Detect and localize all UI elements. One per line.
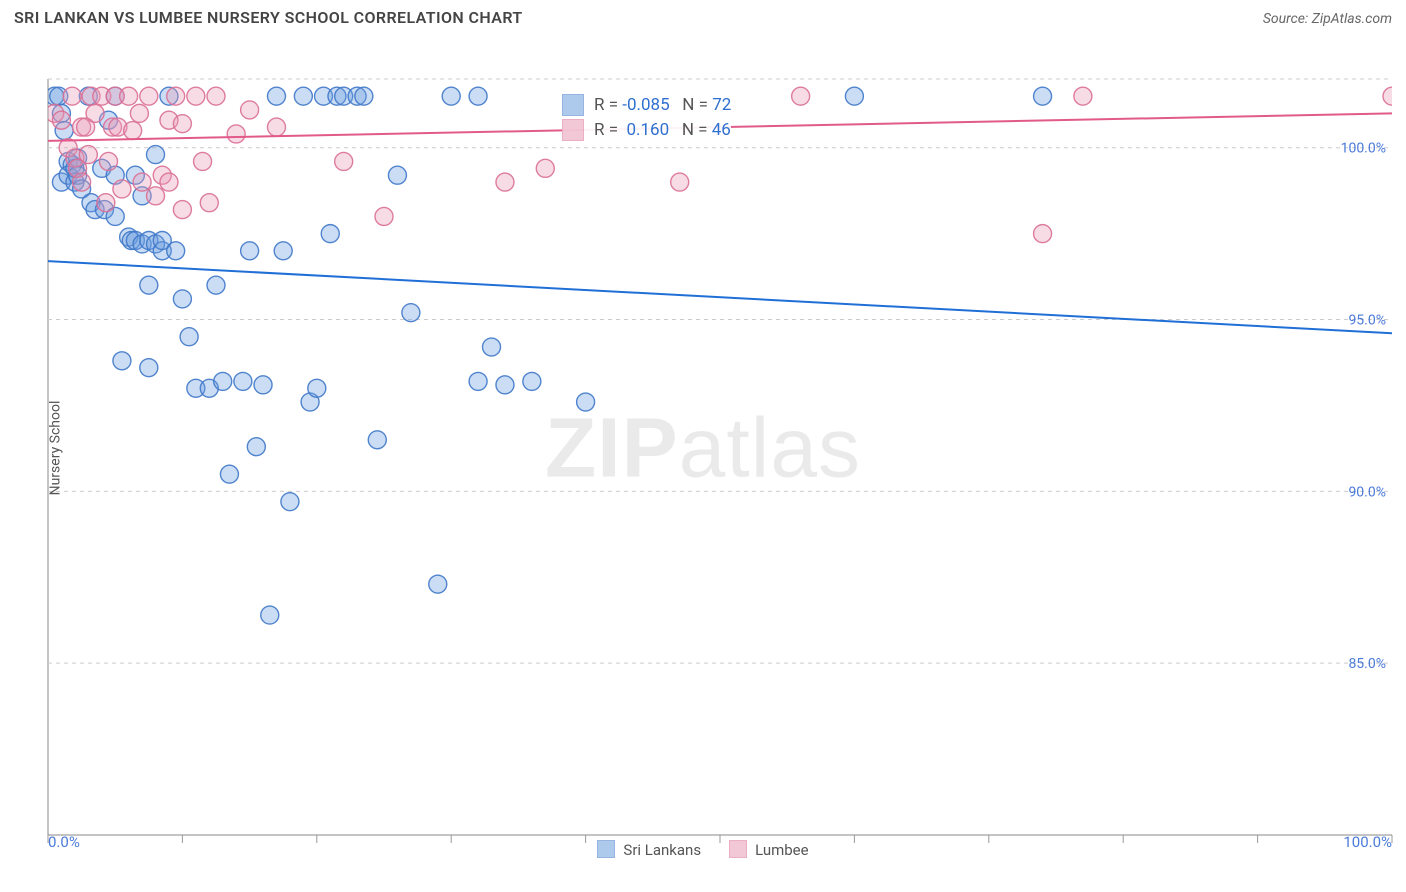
data-point <box>1383 87 1401 105</box>
data-point <box>167 242 185 260</box>
stats-swatch <box>562 94 584 116</box>
legend-label: Sri Lankans <box>623 841 701 859</box>
chart-source: Source: ZipAtlas.com <box>1263 11 1392 27</box>
data-point <box>523 372 541 390</box>
data-point <box>63 87 81 105</box>
data-point <box>274 242 292 260</box>
data-point <box>227 125 245 143</box>
data-point <box>140 276 158 294</box>
data-point <box>1074 87 1092 105</box>
data-point <box>792 87 810 105</box>
data-point <box>234 372 252 390</box>
data-point <box>671 173 689 191</box>
data-point <box>267 87 285 105</box>
legend-swatch <box>597 840 615 858</box>
data-point <box>124 122 142 140</box>
data-point <box>375 207 393 225</box>
data-point <box>294 87 312 105</box>
data-point <box>130 104 148 122</box>
stats-text: R = 0.160 N = 46 <box>594 118 731 143</box>
data-point <box>73 173 91 191</box>
data-point <box>207 87 225 105</box>
y-tick-label: 85.0% <box>1348 656 1386 672</box>
y-tick-label: 95.0% <box>1348 313 1386 329</box>
data-point <box>99 152 117 170</box>
chart-title: SRI LANKAN VS LUMBEE NURSERY SCHOOL CORR… <box>14 8 523 27</box>
chart-header: SRI LANKAN VS LUMBEE NURSERY SCHOOL CORR… <box>0 0 1406 33</box>
data-point <box>241 242 259 260</box>
data-point <box>1034 225 1052 243</box>
data-point <box>86 104 104 122</box>
data-point <box>469 372 487 390</box>
data-point <box>133 173 151 191</box>
data-point <box>207 276 225 294</box>
data-point <box>388 166 406 184</box>
data-point <box>261 606 279 624</box>
legend-label: Lumbee <box>755 841 809 859</box>
legend-swatch <box>729 840 747 858</box>
data-point <box>335 152 353 170</box>
data-point <box>368 431 386 449</box>
data-point <box>247 438 265 456</box>
data-point <box>214 372 232 390</box>
data-point <box>241 101 259 119</box>
data-point <box>496 376 514 394</box>
stats-text: R = -0.085 N = 72 <box>594 93 731 118</box>
data-point <box>173 201 191 219</box>
data-point <box>254 376 272 394</box>
data-point <box>180 328 198 346</box>
chart-area: Nursery School 85.0%90.0%95.0%100.0% ZIP… <box>0 33 1406 863</box>
y-tick-label: 90.0% <box>1348 484 1386 500</box>
data-point <box>281 493 299 511</box>
data-point <box>140 87 158 105</box>
data-point <box>496 173 514 191</box>
legend-item: Lumbee <box>729 840 809 859</box>
scatter-chart: 85.0% 90.0% 95.0% 100.0% <box>0 33 1406 863</box>
stats-row: R = -0.085 N = 72 <box>562 93 731 118</box>
data-point <box>1034 87 1052 105</box>
data-point <box>267 118 285 136</box>
data-point <box>220 465 238 483</box>
data-point <box>113 180 131 198</box>
data-point <box>469 87 487 105</box>
data-point <box>200 194 218 212</box>
series-legend: Sri Lankans Lumbee <box>0 840 1406 859</box>
stats-swatch <box>562 119 584 141</box>
data-point <box>429 575 447 593</box>
data-point <box>79 146 97 164</box>
data-point <box>52 111 70 129</box>
stats-row: R = 0.160 N = 46 <box>562 118 731 143</box>
data-point <box>173 290 191 308</box>
data-point <box>194 152 212 170</box>
data-point <box>355 87 373 105</box>
data-point <box>173 115 191 133</box>
data-point <box>140 359 158 377</box>
data-point <box>483 338 501 356</box>
legend-item: Sri Lankans <box>597 840 701 859</box>
data-point <box>187 87 205 105</box>
data-point <box>120 87 138 105</box>
data-point <box>147 146 165 164</box>
data-point <box>308 379 326 397</box>
y-tick-label: 100.0% <box>1341 141 1386 157</box>
data-point <box>321 225 339 243</box>
data-point <box>167 87 185 105</box>
y-axis-title: Nursery School <box>47 401 63 496</box>
trend-line <box>48 261 1392 333</box>
stats-legend: R = -0.085 N = 72R = 0.160 N = 46 <box>562 91 731 144</box>
data-point <box>147 187 165 205</box>
data-point <box>536 159 554 177</box>
data-point <box>442 87 460 105</box>
data-point <box>160 173 178 191</box>
data-point <box>402 304 420 322</box>
data-point <box>113 352 131 370</box>
data-point <box>97 194 115 212</box>
data-point <box>845 87 863 105</box>
data-point <box>577 393 595 411</box>
